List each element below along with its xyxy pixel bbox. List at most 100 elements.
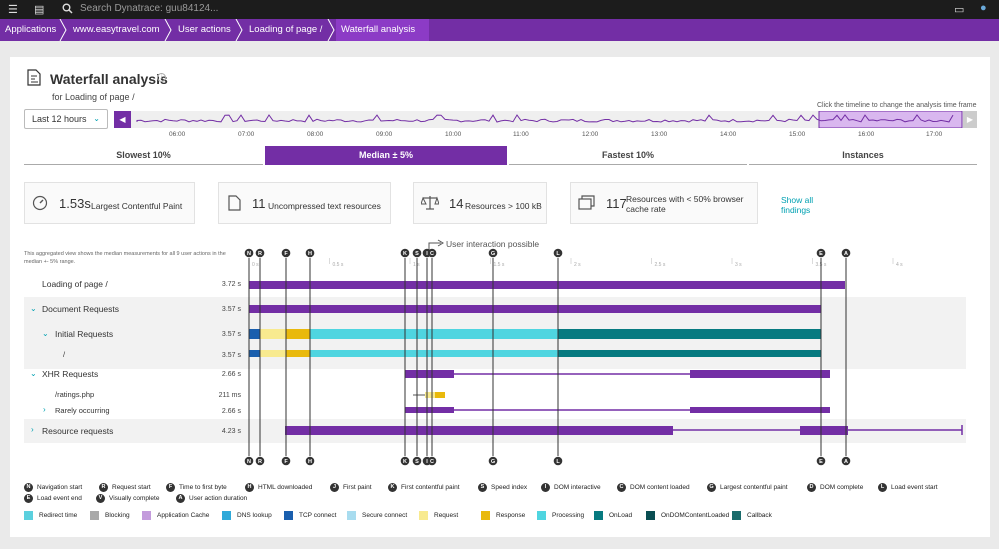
marker-badge[interactable] xyxy=(281,248,291,258)
marker-badge[interactable] xyxy=(305,248,315,258)
bar-initial-request[interactable] xyxy=(260,329,286,339)
chat-icon[interactable]: ▭ xyxy=(954,4,965,16)
marker-badge: E xyxy=(24,494,33,503)
expand-chevron-right-icon[interactable]: › xyxy=(43,405,46,414)
legend-marker-item: S Speed index xyxy=(478,483,527,492)
marker-badge[interactable] xyxy=(488,456,498,466)
bar-root-tcp[interactable] xyxy=(249,350,260,357)
row-label-ratings[interactable]: /ratings.php xyxy=(55,390,95,399)
dashboard-icon[interactable]: ▤ xyxy=(34,4,45,16)
timeline-next-button[interactable]: ▶ xyxy=(963,111,977,128)
bar-initial-onload[interactable] xyxy=(558,329,821,339)
breadcrumb-site[interactable]: www.easytravel.com xyxy=(73,24,160,35)
bar-initial-tcp[interactable] xyxy=(249,329,260,339)
marker-badge[interactable] xyxy=(841,248,851,258)
marker-badge-label: K xyxy=(403,251,407,257)
tab-slowest[interactable]: Slowest 10% xyxy=(24,146,263,165)
marker-badge[interactable] xyxy=(816,248,826,258)
marker-badge[interactable] xyxy=(305,456,315,466)
marker-badge[interactable] xyxy=(255,456,265,466)
finding-label: Resources with < 50% browser cache rate xyxy=(626,194,744,214)
row-duration: 3.57 s xyxy=(221,331,241,338)
hamburger-menu-icon[interactable]: ☰ xyxy=(8,4,18,16)
bar-resource-segment[interactable] xyxy=(800,426,848,435)
search-input[interactable]: Search Dynatrace: guu84124... xyxy=(80,3,219,14)
aggregate-note: This aggregated view shows the median me… xyxy=(24,251,226,265)
chevron-down-icon: ⌄ xyxy=(93,114,100,123)
timeline-chart[interactable] xyxy=(131,110,963,129)
breadcrumb-user-action[interactable]: Loading of page / xyxy=(249,24,323,35)
marker-badge-label: F xyxy=(284,459,288,465)
marker-badge[interactable] xyxy=(412,248,422,258)
tab-median[interactable]: Median ± 5% xyxy=(265,146,507,165)
marker-badge[interactable] xyxy=(412,456,422,466)
bar-ratings-request[interactable] xyxy=(425,392,435,398)
waterfall-document-icon xyxy=(27,69,41,86)
row-label-rarely-occurring[interactable]: Rarely occurring xyxy=(55,406,110,415)
timeline-prev-button[interactable]: ◀ xyxy=(114,111,131,128)
expand-chevron-icon[interactable]: ⌄ xyxy=(42,329,49,338)
finding-card-large-resources[interactable]: 14 Resources > 100 kB xyxy=(413,182,547,224)
row-label-resource-requests[interactable]: Resource requests xyxy=(42,426,114,436)
tab-instances[interactable]: Instances xyxy=(749,146,977,165)
bar-xhr-segment[interactable] xyxy=(690,370,830,378)
marker-badge[interactable] xyxy=(816,456,826,466)
marker-badge-label: I xyxy=(426,251,428,257)
marker-badge[interactable] xyxy=(400,248,410,258)
breadcrumb-user-actions[interactable]: User actions xyxy=(178,24,231,35)
finding-card-uncompressed[interactable]: 11 Uncompressed text resources xyxy=(218,182,391,224)
timing-tick-label: 2.5 s xyxy=(655,262,666,268)
bar-root-processing[interactable] xyxy=(310,350,558,357)
row-label-xhr-requests[interactable]: XHR Requests xyxy=(42,369,99,379)
marker-badge[interactable] xyxy=(400,456,410,466)
bar-xhr-segment[interactable] xyxy=(405,370,454,378)
expand-chevron-icon[interactable]: ⌄ xyxy=(30,369,37,378)
bar-loading-page[interactable] xyxy=(249,281,845,289)
bar-ratings-response[interactable] xyxy=(435,392,445,398)
marker-badge[interactable] xyxy=(553,248,563,258)
legend-label: First contentful paint xyxy=(401,484,460,491)
timeframe-select[interactable]: Last 12 hours ⌄ xyxy=(24,109,108,129)
legend-phase-item: Response xyxy=(481,511,525,520)
show-all-findings-link[interactable]: Show all findings xyxy=(781,195,814,215)
marker-badge[interactable] xyxy=(244,248,254,258)
marker-badge[interactable] xyxy=(255,248,265,258)
bar-initial-response[interactable] xyxy=(286,329,310,339)
bar-document-requests[interactable] xyxy=(249,305,821,313)
marker-badge[interactable] xyxy=(427,248,437,258)
bar-root-response[interactable] xyxy=(286,350,310,357)
search-icon[interactable] xyxy=(62,3,73,14)
marker-badge[interactable] xyxy=(553,456,563,466)
tab-fastest[interactable]: Fastest 10% xyxy=(509,146,747,165)
marker-badge-label: N xyxy=(247,459,251,465)
expand-chevron-right-icon[interactable]: › xyxy=(31,425,34,434)
marker-badge[interactable] xyxy=(488,248,498,258)
row-label-document-requests[interactable]: Document Requests xyxy=(42,304,120,314)
row-duration: 4.23 s xyxy=(221,428,241,435)
bar-resource-segment[interactable] xyxy=(285,426,673,435)
bar-root-request[interactable] xyxy=(260,350,286,357)
expand-chevron-icon[interactable]: ⌄ xyxy=(30,304,37,313)
bar-root-onload[interactable] xyxy=(558,350,821,357)
row-duration: 3.57 s xyxy=(221,352,241,359)
legend-marker-item: R Request start xyxy=(99,483,151,492)
marker-badge[interactable] xyxy=(427,456,437,466)
bar-rarely-segment[interactable] xyxy=(690,407,830,413)
legend-phase-item: OnDOMContentLoaded xyxy=(646,511,729,520)
breadcrumb: Applications www.easytravel.com User act… xyxy=(0,19,999,41)
bar-rarely-segment[interactable] xyxy=(405,407,454,413)
row-label-initial-requests[interactable]: Initial Requests xyxy=(55,329,114,339)
marker-badge[interactable] xyxy=(244,456,254,466)
user-icon[interactable]: ● xyxy=(980,2,987,14)
info-icon[interactable]: i xyxy=(157,73,166,82)
legend-label: Response xyxy=(496,512,526,519)
row-label-root[interactable]: / xyxy=(63,350,66,359)
bar-initial-processing[interactable] xyxy=(310,329,558,339)
breadcrumb-applications[interactable]: Applications xyxy=(5,24,57,35)
finding-card-lcp[interactable]: 1.53s Largest Contentful Paint xyxy=(24,182,195,224)
timeline-tick-label: 13:00 xyxy=(651,131,668,138)
marker-badge[interactable] xyxy=(841,456,851,466)
finding-card-cache-rate[interactable]: 117 Resources with < 50% browser cache r… xyxy=(570,182,758,224)
marker-badge[interactable] xyxy=(281,456,291,466)
row-duration: 211 ms xyxy=(218,392,241,399)
